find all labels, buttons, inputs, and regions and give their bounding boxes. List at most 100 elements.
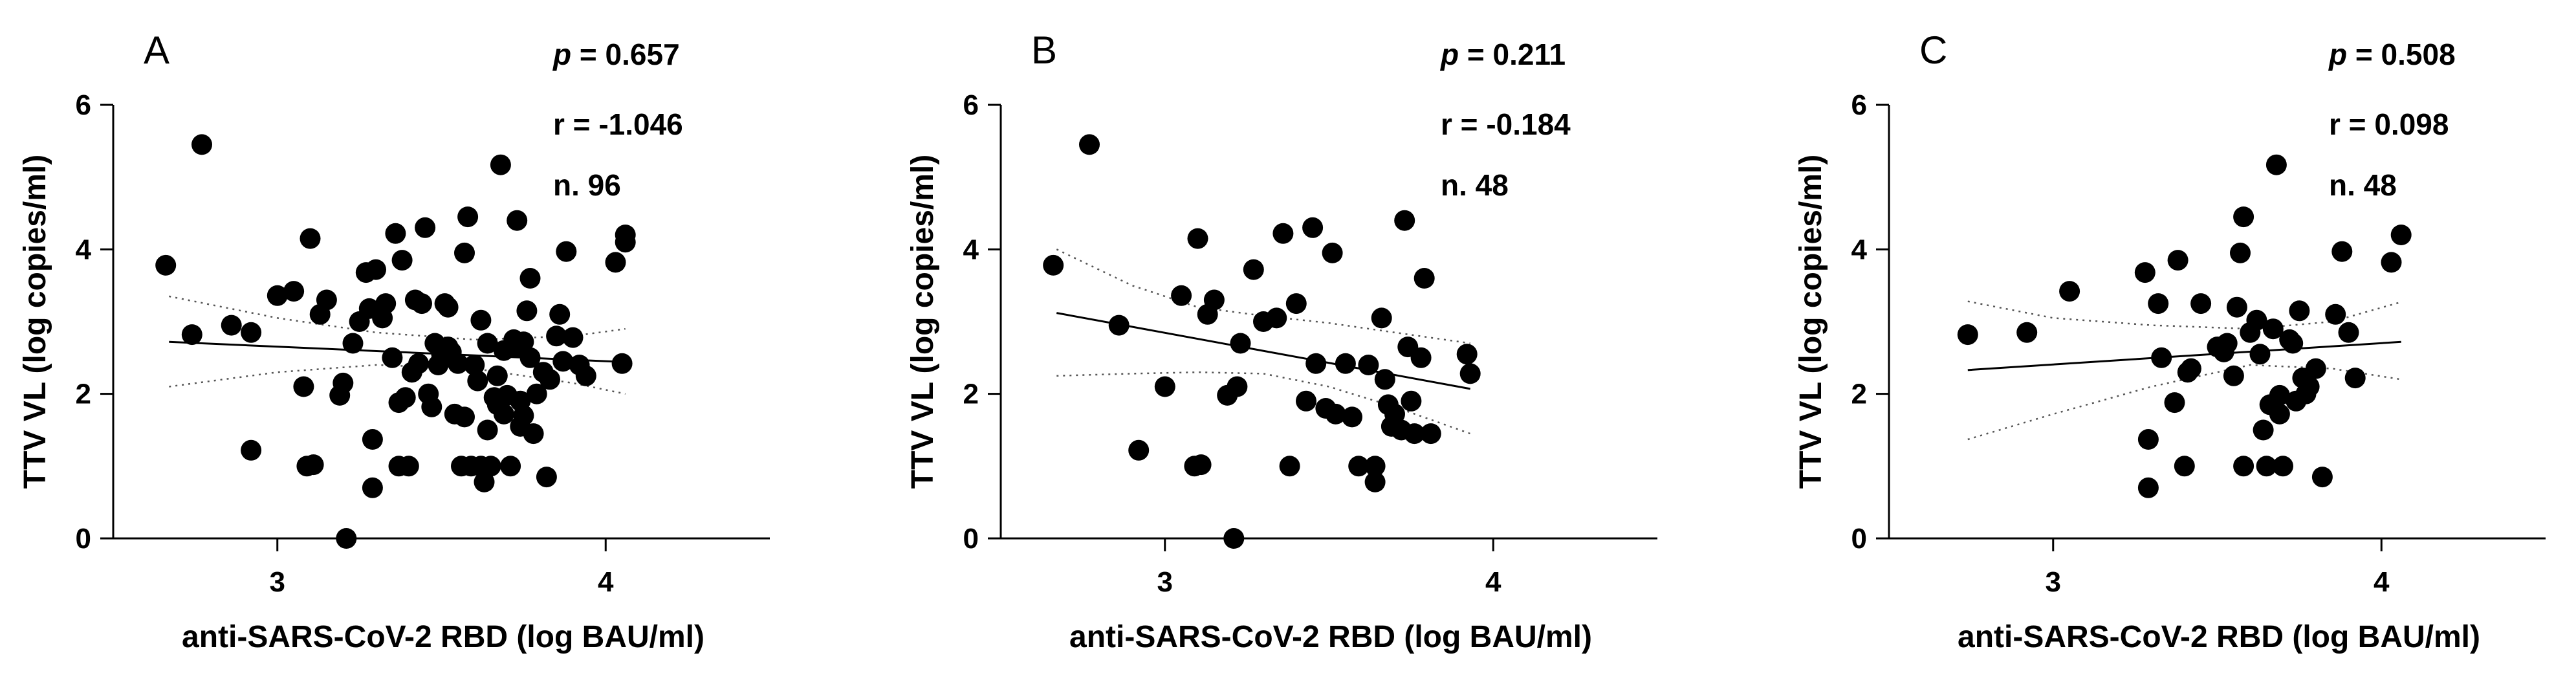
data-point (1384, 403, 1405, 425)
y-tick-label: 0 (1851, 523, 1867, 555)
p-symbol: p (552, 38, 571, 71)
data-point (2246, 309, 2267, 331)
data-point (1203, 289, 1225, 311)
data-point (2223, 365, 2244, 386)
data-point (283, 281, 305, 302)
y-tick-label: 4 (76, 234, 92, 265)
data-point (1108, 314, 1130, 336)
y-axis-title: TTV VL (log copies/ml) (906, 155, 940, 489)
data-point (1227, 376, 1248, 397)
data-point (2262, 318, 2284, 340)
data-point (447, 353, 468, 374)
data-point (2305, 358, 2326, 379)
ci-upper-band (169, 295, 626, 341)
data-point (1374, 369, 1395, 390)
data-point (519, 347, 541, 368)
data-point (362, 477, 383, 498)
data-point (2137, 477, 2159, 498)
data-point (556, 241, 577, 262)
data-point (2148, 293, 2169, 314)
data-point (333, 372, 354, 393)
x-axis-title: anti-SARS-CoV-2 RBD (log BAU/ml) (1069, 620, 1592, 654)
data-point (1364, 471, 1386, 492)
data-point (2325, 303, 2346, 325)
n-value-label: n. 48 (2329, 168, 2397, 202)
x-tick-label: 4 (1485, 566, 1501, 598)
data-point (421, 396, 442, 417)
y-tick-label: 0 (76, 523, 91, 555)
data-point (336, 528, 357, 549)
panel-label: A (144, 28, 169, 72)
data-point (536, 467, 557, 488)
data-point (464, 355, 485, 375)
data-point (366, 259, 386, 280)
p-symbol: p (1439, 38, 1459, 71)
data-point (2344, 368, 2366, 389)
data-point (2059, 281, 2080, 302)
data-point (1348, 456, 1370, 477)
data-point (1223, 528, 1245, 549)
data-point (1420, 423, 1441, 445)
data-point (2151, 347, 2172, 368)
data-point (519, 268, 541, 289)
data-point (490, 154, 511, 175)
data-point (303, 454, 324, 476)
data-point (1414, 268, 1435, 289)
data-point (1325, 403, 1346, 425)
data-point (611, 353, 633, 374)
data-point (2269, 403, 2290, 425)
r-value-label: r = -1.046 (553, 107, 683, 141)
data-point (2249, 344, 2271, 365)
data-point (241, 322, 262, 343)
data-point (2016, 322, 2038, 343)
data-point (2265, 154, 2287, 175)
data-point (1187, 228, 1208, 249)
data-point (2226, 296, 2247, 318)
y-tick-label: 4 (1851, 234, 1868, 265)
y-tick-label: 2 (1851, 379, 1867, 410)
data-point (1154, 376, 1175, 397)
data-point (1243, 259, 1264, 280)
r-value-label: r = -0.184 (1441, 107, 1571, 141)
data-point (411, 293, 432, 314)
data-point (2233, 206, 2254, 228)
p-value: = 0.657 (571, 38, 680, 71)
data-point (2134, 262, 2156, 283)
data-point (2216, 333, 2238, 354)
data-point (342, 333, 364, 354)
x-tick-label: 3 (270, 566, 285, 598)
data-point (1079, 134, 1100, 155)
y-axis-title: TTV VL (log copies/ml) (18, 155, 52, 489)
data-point (2230, 242, 2251, 263)
x-axis-title: anti-SARS-CoV-2 RBD (log BAU/ml) (182, 620, 704, 654)
data-point (1279, 456, 1300, 477)
data-point (1296, 390, 1316, 412)
data-point (155, 254, 177, 276)
data-point (1957, 324, 1978, 346)
data-point (615, 232, 636, 253)
data-point (181, 324, 202, 346)
data-point (1456, 344, 1478, 365)
data-point (2311, 467, 2333, 488)
data-point (1404, 423, 1425, 445)
x-tick-label: 4 (2374, 566, 2390, 598)
regression-line (1967, 340, 2401, 371)
data-point (516, 300, 538, 322)
data-point (1272, 223, 1294, 244)
data-point (398, 456, 419, 477)
x-tick-label: 3 (1157, 566, 1173, 598)
p-value: = 0.508 (2347, 38, 2456, 71)
data-point (1230, 333, 1251, 354)
data-point (1128, 439, 1150, 461)
data-point (549, 303, 571, 325)
y-tick-label: 6 (76, 89, 91, 121)
x-tick-label: 3 (2046, 566, 2061, 598)
data-point (546, 325, 567, 347)
data-point (477, 333, 498, 354)
data-point (477, 419, 498, 441)
data-point (552, 351, 574, 372)
data-point (454, 242, 475, 263)
